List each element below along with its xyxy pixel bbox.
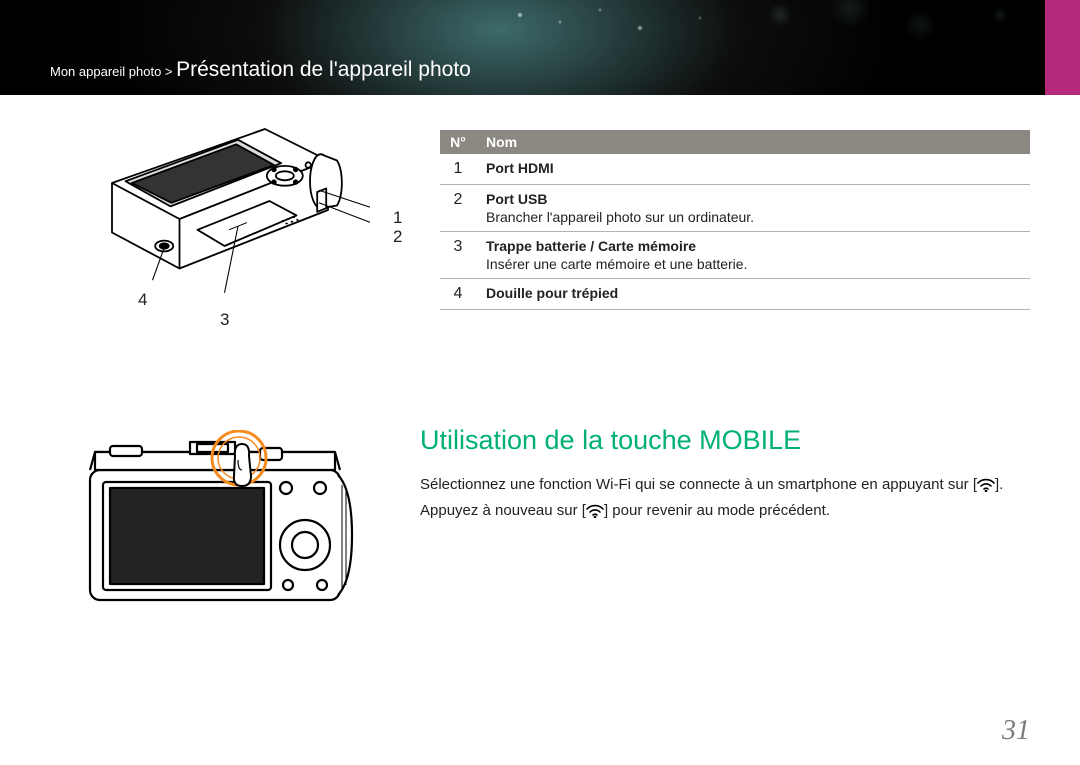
section-tab — [1045, 0, 1080, 95]
table-cell-num: 4 — [440, 279, 476, 310]
callout-2: 2 — [393, 227, 402, 247]
parts-table: N° Nom 1 Port HDMI 2 Port USBBrancher l'… — [440, 130, 1030, 310]
table-head-name: Nom — [476, 130, 1030, 154]
page-number: 31 — [1002, 715, 1030, 747]
table-row: 1 Port HDMI — [440, 154, 1030, 185]
wifi-icon — [977, 476, 995, 499]
wifi-icon — [586, 502, 604, 525]
text-line1a: Sélectionnez une fonction Wi-Fi qui se c… — [420, 476, 977, 493]
table-cell-name: Trappe batterie / Carte mémoireInsérer u… — [476, 232, 1030, 279]
callout-4: 4 — [138, 290, 147, 310]
table-cell-num: 2 — [440, 185, 476, 232]
table-cell-num: 1 — [440, 154, 476, 185]
text-line1b: ]. — [995, 476, 1003, 493]
camera-rear-svg — [70, 430, 370, 620]
table-head-num: N° — [440, 130, 476, 154]
breadcrumb-current: Présentation de l'appareil photo — [176, 58, 471, 81]
section-paragraph: Sélectionnez une fonction Wi-Fi qui se c… — [420, 473, 1030, 526]
breadcrumb: Mon appareil photo > Présentation de l'a… — [50, 58, 471, 82]
breadcrumb-parent: Mon appareil photo > — [50, 64, 176, 79]
table-cell-name: Port USBBrancher l'appareil photo sur un… — [476, 185, 1030, 232]
camera-rear-diagram — [70, 430, 370, 620]
camera-bottom-diagram: 1 2 3 4 — [70, 120, 400, 340]
table-cell-name: Port HDMI — [476, 154, 1030, 185]
section-heading: Utilisation de la touche MOBILE — [420, 425, 801, 456]
table-cell-name: Douille pour trépied — [476, 279, 1030, 310]
text-line2b: ] pour revenir au mode précédent. — [604, 502, 830, 519]
callout-3: 3 — [220, 310, 229, 330]
table-row: 3 Trappe batterie / Carte mémoireInsérer… — [440, 232, 1030, 279]
table-cell-num: 3 — [440, 232, 476, 279]
text-line2a: Appuyez à nouveau sur [ — [420, 502, 586, 519]
camera-bottom-svg — [70, 120, 370, 300]
table-row: 4 Douille pour trépied — [440, 279, 1030, 310]
callout-1: 1 — [393, 208, 402, 228]
table-row: 2 Port USBBrancher l'appareil photo sur … — [440, 185, 1030, 232]
